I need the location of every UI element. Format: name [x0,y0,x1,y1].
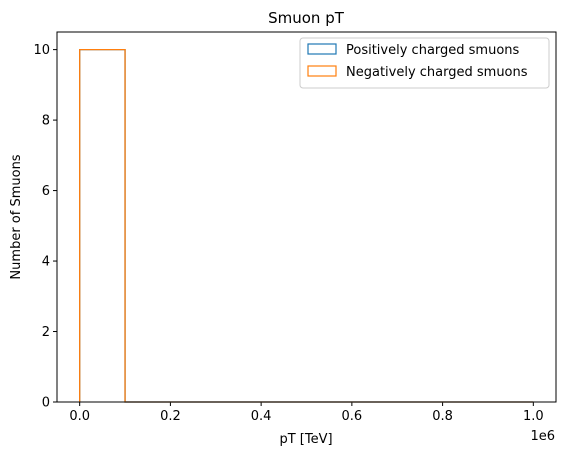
x-tick-label: 0.8 [432,409,453,424]
x-tick-label: 0.6 [342,409,363,424]
y-tick-label: 10 [33,43,50,58]
legend-swatch [307,65,337,77]
y-tick-label: 8 [42,114,50,129]
y-tick-label: 2 [42,325,50,340]
x-axis-offset-text: 1e6 [530,429,555,444]
histogram-series [79,48,534,403]
histogram-series-negative [79,48,534,403]
chart-title: Smuon pT [268,9,345,27]
legend-box [299,37,550,89]
histogram-series-positive [79,48,534,403]
y-tick-label: 4 [42,255,50,270]
y-axis-ticks: 0 2 4 6 8 10 [33,43,57,411]
legend-swatch [307,43,337,55]
x-axis-label: pT [TeV] [279,432,332,447]
y-axis-label: Number of Smuons [9,154,24,279]
x-tick-label: 1.0 [523,409,544,424]
legend-label: Negatively charged smuons [346,65,528,80]
x-tick-label: 0.0 [69,409,90,424]
x-tick-label: 0.2 [160,409,181,424]
x-tick-label: 0.4 [251,409,272,424]
x-axis-ticks: 0.0 0.2 0.4 0.6 0.8 1.0 [69,402,544,424]
y-tick-label: 0 [42,396,50,411]
plot-frame [56,31,557,403]
legend-label: Positively charged smuons [346,43,520,58]
y-tick-label: 6 [42,184,50,199]
legend: Positively charged smuons Negatively char… [299,37,550,89]
